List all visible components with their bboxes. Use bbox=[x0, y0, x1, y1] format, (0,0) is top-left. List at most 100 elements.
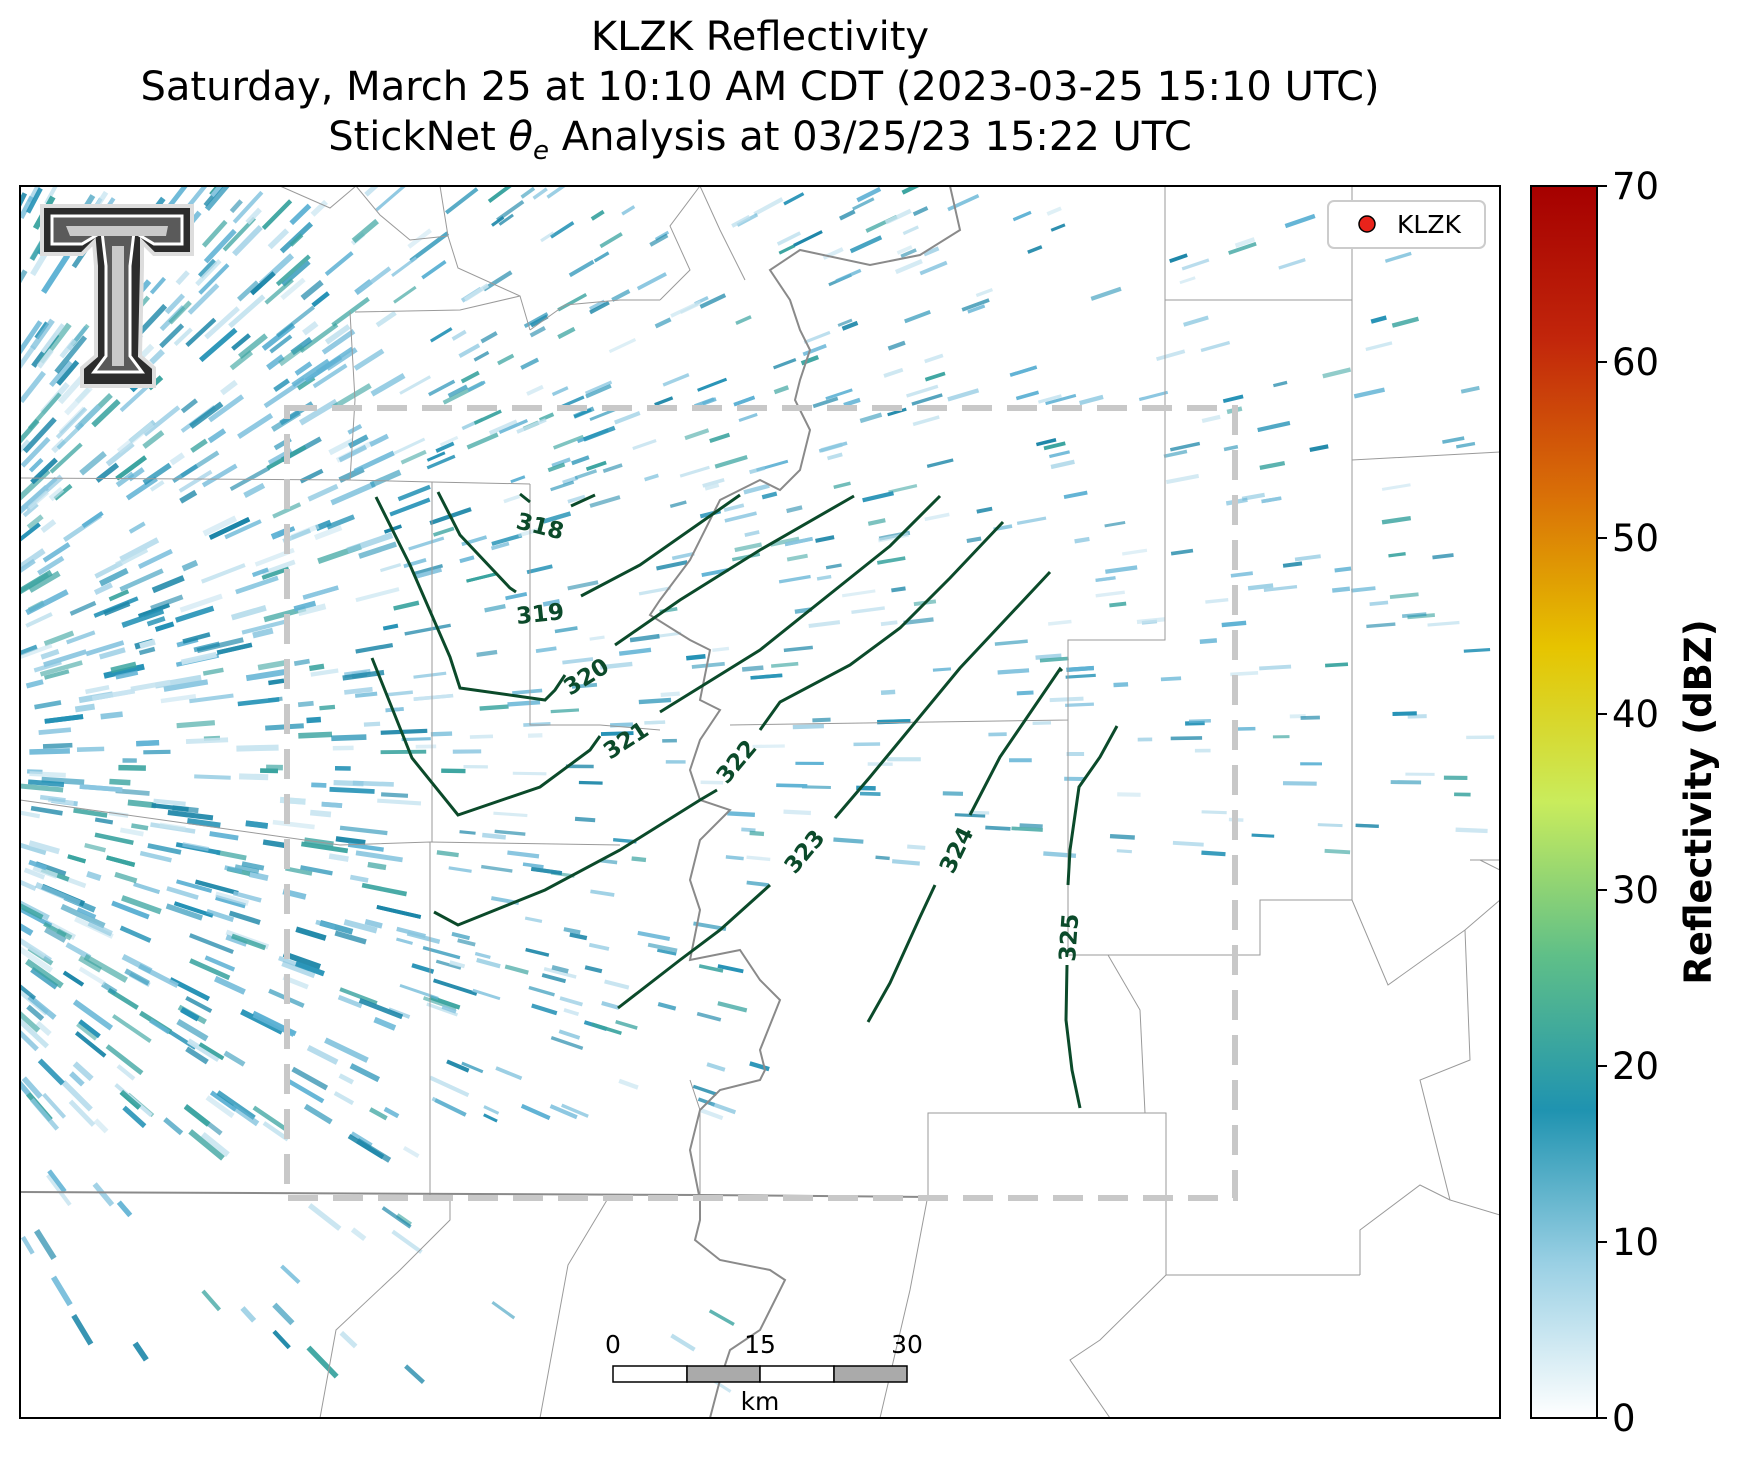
echo-streak bbox=[744, 530, 760, 537]
scale-tick-0: 0 bbox=[605, 1330, 621, 1359]
echo-streak bbox=[307, 483, 339, 502]
title-line-3-prefix: StickNet bbox=[328, 114, 509, 160]
echo-streak bbox=[441, 768, 466, 774]
echo-streak bbox=[1230, 571, 1254, 578]
echo-streak bbox=[700, 1108, 724, 1121]
echo-streak bbox=[207, 428, 227, 444]
echo-streak bbox=[584, 965, 603, 974]
echo-streak bbox=[121, 953, 153, 974]
echo-streak bbox=[491, 1301, 516, 1320]
echo-streak bbox=[786, 505, 803, 514]
echo-streak bbox=[289, 233, 304, 247]
echo-streak bbox=[101, 981, 118, 995]
echo-streak bbox=[26, 514, 44, 530]
echo-streak bbox=[179, 489, 198, 504]
echo-streak bbox=[717, 964, 744, 974]
echo-streak bbox=[208, 394, 245, 423]
echo-streak bbox=[961, 298, 990, 312]
echo-streak bbox=[36, 348, 54, 369]
echo-streak bbox=[783, 809, 811, 816]
echo-streak bbox=[21, 1076, 43, 1099]
echo-streak bbox=[37, 1058, 65, 1086]
contour-label-325: 325 bbox=[1055, 913, 1084, 963]
echo-streak bbox=[298, 398, 338, 426]
echo-streak bbox=[1181, 258, 1210, 271]
echo-streak bbox=[149, 1018, 171, 1035]
echo-streak bbox=[276, 305, 315, 338]
echo-streak bbox=[507, 699, 541, 707]
echo-streak bbox=[67, 854, 87, 864]
echo-streak bbox=[204, 306, 240, 340]
echo-streak bbox=[700, 780, 724, 785]
echo-streak bbox=[228, 910, 261, 925]
echo-streak bbox=[154, 621, 175, 632]
echo-streak bbox=[1201, 850, 1226, 857]
echo-streak bbox=[1405, 772, 1435, 776]
echo-streak bbox=[849, 235, 883, 254]
echo-streak bbox=[268, 678, 285, 686]
echo-streak bbox=[25, 958, 64, 989]
echo-streak bbox=[20, 192, 28, 210]
echo-streak bbox=[461, 1061, 484, 1074]
echo-streak bbox=[329, 786, 375, 794]
echo-streak bbox=[733, 395, 756, 407]
echo-streak bbox=[229, 350, 254, 371]
echo-streak bbox=[243, 482, 266, 498]
echo-streak bbox=[862, 491, 894, 503]
echo-streak bbox=[32, 864, 58, 879]
echo-streak bbox=[197, 258, 218, 279]
echo-streak bbox=[381, 792, 409, 798]
echo-streak bbox=[614, 411, 641, 425]
echo-streak bbox=[1454, 792, 1471, 797]
echo-streak bbox=[712, 646, 730, 653]
echo-streak bbox=[220, 379, 238, 396]
echo-streak bbox=[1205, 597, 1229, 604]
echo-streak bbox=[1324, 848, 1351, 855]
echo-streak bbox=[311, 782, 327, 788]
echo-streak bbox=[741, 665, 764, 672]
echo-streak bbox=[328, 853, 349, 862]
echo-streak bbox=[81, 511, 104, 529]
echo-streak bbox=[100, 711, 123, 720]
echo-streak bbox=[1322, 367, 1352, 379]
echo-streak bbox=[198, 327, 238, 363]
echo-streak bbox=[147, 843, 182, 855]
echo-streak bbox=[402, 1145, 420, 1158]
echo-streak bbox=[1170, 548, 1194, 556]
echo-streak bbox=[300, 865, 333, 876]
echo-streak bbox=[224, 519, 262, 540]
echo-streak bbox=[491, 533, 523, 546]
echo-streak bbox=[498, 418, 529, 435]
colorbar: 0 10 20 30 40 50 60 70 Reflectivity (dBZ) bbox=[1530, 165, 1720, 1440]
echo-streak bbox=[232, 224, 263, 257]
echo-streak bbox=[321, 329, 356, 355]
echo-streak bbox=[115, 670, 139, 680]
echo-streak bbox=[1049, 450, 1070, 459]
echo-streak bbox=[56, 422, 85, 450]
echo-streak bbox=[377, 798, 422, 806]
echo-streak bbox=[188, 1129, 225, 1161]
echo-streak bbox=[166, 886, 199, 900]
echo-streak bbox=[404, 1364, 425, 1384]
echo-streak bbox=[85, 640, 125, 657]
echo-streak bbox=[369, 433, 389, 447]
echo-streak bbox=[271, 410, 301, 432]
echo-streak bbox=[649, 233, 669, 247]
echo-streak bbox=[1009, 365, 1038, 377]
echo-streak bbox=[671, 551, 695, 561]
echo-streak bbox=[812, 717, 831, 723]
echo-streak bbox=[926, 458, 954, 468]
echo-streak bbox=[20, 370, 46, 404]
echo-streak bbox=[896, 245, 913, 255]
echo-streak bbox=[204, 955, 236, 972]
echo-streak bbox=[415, 744, 437, 749]
echo-streak bbox=[245, 207, 262, 225]
echo-streak bbox=[853, 742, 881, 747]
echo-streak bbox=[557, 326, 576, 340]
echo-streak bbox=[133, 882, 161, 895]
echo-streak bbox=[160, 693, 197, 704]
echo-streak bbox=[338, 1073, 354, 1085]
echo-streak bbox=[735, 315, 752, 325]
echo-streak bbox=[139, 638, 156, 649]
echo-streak bbox=[69, 1071, 85, 1087]
